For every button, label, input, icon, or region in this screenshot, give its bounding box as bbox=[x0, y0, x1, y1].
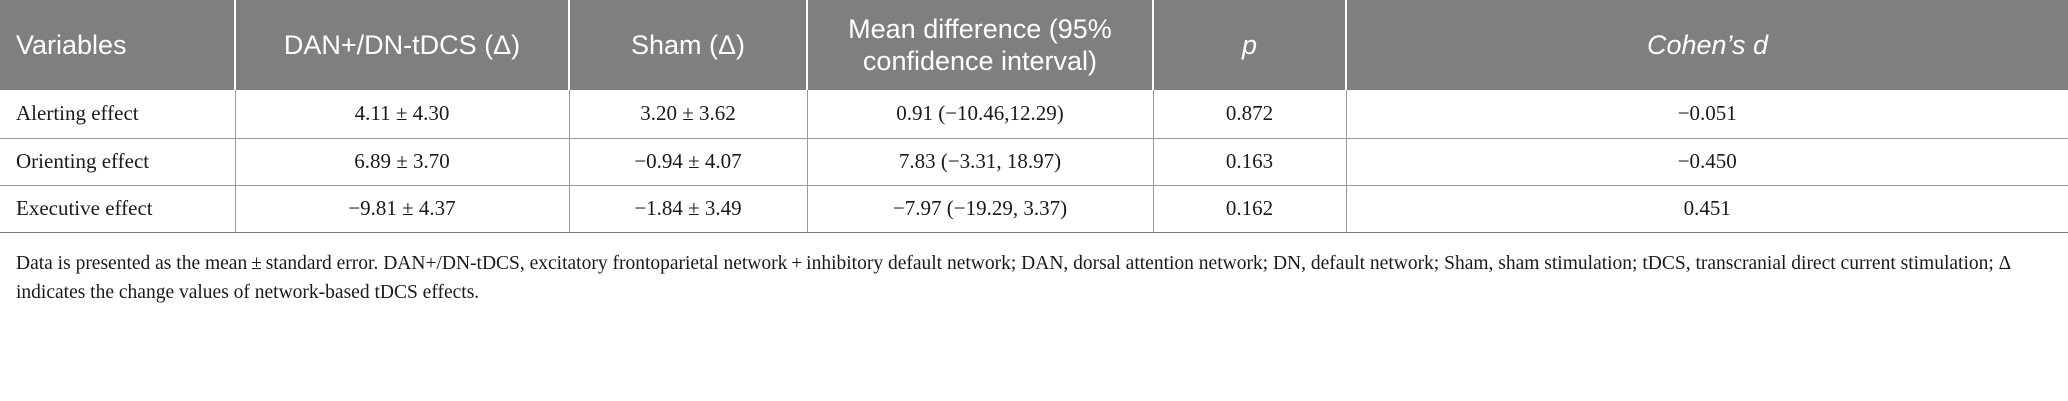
cell-p-value: 0.162 bbox=[1153, 185, 1347, 233]
header-mean-difference: Mean difference (95% confidence interval… bbox=[807, 0, 1154, 90]
header-row: Variables DAN+/DN-tDCS (Δ) Sham (Δ) Mean… bbox=[0, 0, 2068, 90]
cell-dan-dn-tdcs: 4.11 ± 4.30 bbox=[235, 90, 570, 139]
table-footnote: Data is presented as the mean ± standard… bbox=[16, 253, 2011, 303]
results-table-container: Variables DAN+/DN-tDCS (Δ) Sham (Δ) Mean… bbox=[0, 0, 2068, 233]
cell-cohens-d: −0.450 bbox=[1346, 138, 2068, 186]
cell-sham: 3.20 ± 3.62 bbox=[569, 90, 808, 139]
table-header: Variables DAN+/DN-tDCS (Δ) Sham (Δ) Mean… bbox=[0, 0, 2068, 90]
row-label: Executive effect bbox=[0, 185, 236, 233]
header-dan-dn-tdcs: DAN+/DN-tDCS (Δ) bbox=[235, 0, 570, 90]
row-label: Orienting effect bbox=[0, 138, 236, 186]
cell-sham: −0.94 ± 4.07 bbox=[569, 138, 808, 186]
table-row: Orienting effect 6.89 ± 3.70 −0.94 ± 4.0… bbox=[0, 138, 2068, 186]
results-table: Variables DAN+/DN-tDCS (Δ) Sham (Δ) Mean… bbox=[0, 0, 2068, 233]
cell-sham: −1.84 ± 3.49 bbox=[569, 185, 808, 233]
cell-cohens-d: 0.451 bbox=[1346, 185, 2068, 233]
row-label: Alerting effect bbox=[0, 90, 236, 139]
cell-dan-dn-tdcs: 6.89 ± 3.70 bbox=[235, 138, 570, 186]
cell-mean-difference: 7.83 (−3.31, 18.97) bbox=[807, 138, 1154, 186]
header-variables: Variables bbox=[0, 0, 236, 90]
cell-p-value: 0.163 bbox=[1153, 138, 1347, 186]
cell-cohens-d: −0.051 bbox=[1346, 90, 2068, 139]
header-p-value: p bbox=[1153, 0, 1347, 90]
cell-p-value: 0.872 bbox=[1153, 90, 1347, 139]
table-body: Alerting effect 4.11 ± 4.30 3.20 ± 3.62 … bbox=[0, 90, 2068, 233]
cell-dan-dn-tdcs: −9.81 ± 4.37 bbox=[235, 185, 570, 233]
header-cohens-d: Cohen’s d bbox=[1346, 0, 2068, 90]
table-row: Executive effect −9.81 ± 4.37 −1.84 ± 3.… bbox=[0, 185, 2068, 233]
cell-mean-difference: 0.91 (−10.46,12.29) bbox=[807, 90, 1154, 139]
cell-mean-difference: −7.97 (−19.29, 3.37) bbox=[807, 185, 1154, 233]
header-sham: Sham (Δ) bbox=[569, 0, 808, 90]
table-row: Alerting effect 4.11 ± 4.30 3.20 ± 3.62 … bbox=[0, 90, 2068, 139]
